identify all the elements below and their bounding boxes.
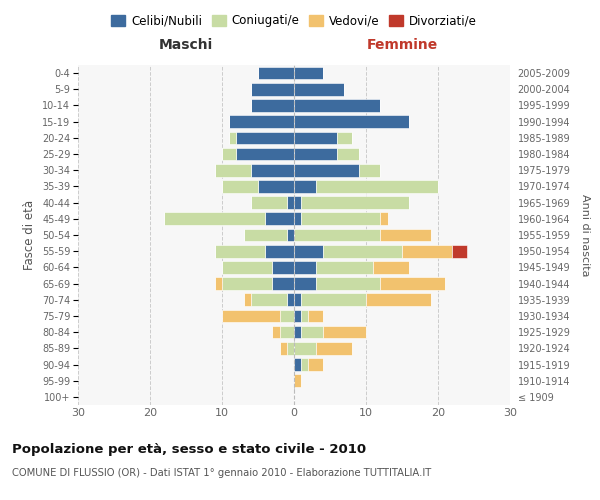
Bar (244, 294, 251, 306)
Bar (294, 148, 337, 160)
Bar (294, 99, 380, 112)
Bar (272, 261, 294, 274)
Bar (280, 310, 294, 322)
Bar (373, 261, 409, 274)
Bar (294, 132, 337, 144)
Bar (308, 358, 323, 371)
Bar (258, 180, 294, 192)
Y-axis label: Anni di nascita: Anni di nascita (580, 194, 590, 276)
Bar (236, 132, 294, 144)
Bar (222, 310, 280, 322)
Bar (215, 278, 222, 290)
Bar (337, 132, 352, 144)
Bar (294, 374, 301, 387)
Bar (222, 148, 236, 160)
Bar (222, 278, 272, 290)
Bar (452, 245, 467, 258)
Bar (287, 196, 294, 209)
Bar (366, 294, 431, 306)
Bar (294, 310, 301, 322)
Bar (301, 310, 308, 322)
Bar (294, 294, 301, 306)
Bar (294, 212, 301, 225)
Bar (301, 358, 308, 371)
Bar (316, 261, 373, 274)
Bar (215, 164, 251, 176)
Bar (294, 326, 301, 338)
Bar (323, 326, 366, 338)
Bar (316, 278, 380, 290)
Bar (251, 164, 294, 176)
Bar (229, 132, 236, 144)
Bar (222, 261, 272, 274)
Bar (294, 164, 359, 176)
Bar (294, 342, 316, 354)
Bar (229, 116, 294, 128)
Bar (294, 358, 301, 371)
Bar (222, 180, 258, 192)
Bar (380, 278, 445, 290)
Bar (294, 116, 409, 128)
Bar (337, 148, 359, 160)
Bar (280, 342, 287, 354)
Bar (294, 245, 323, 258)
Bar (251, 196, 287, 209)
Bar (287, 228, 294, 241)
Bar (280, 326, 294, 338)
Bar (287, 342, 294, 354)
Bar (380, 212, 388, 225)
Bar (258, 67, 294, 80)
Bar (251, 99, 294, 112)
Bar (215, 245, 265, 258)
Bar (301, 196, 409, 209)
Text: COMUNE DI FLUSSIO (OR) - Dati ISTAT 1° gennaio 2010 - Elaborazione TUTTITALIA.IT: COMUNE DI FLUSSIO (OR) - Dati ISTAT 1° g… (12, 468, 431, 478)
Bar (251, 83, 294, 96)
Bar (294, 196, 301, 209)
Bar (301, 326, 323, 338)
Text: Femmine: Femmine (367, 38, 437, 52)
Bar (244, 228, 287, 241)
Bar (265, 245, 294, 258)
Bar (294, 261, 316, 274)
Bar (294, 278, 316, 290)
Bar (265, 212, 294, 225)
Bar (294, 67, 323, 80)
Bar (287, 294, 294, 306)
Bar (301, 294, 366, 306)
Legend: Celibi/Nubili, Coniugati/e, Vedovi/e, Divorziati/e: Celibi/Nubili, Coniugati/e, Vedovi/e, Di… (106, 10, 482, 32)
Bar (272, 326, 280, 338)
Bar (272, 278, 294, 290)
Bar (251, 294, 287, 306)
Bar (380, 228, 431, 241)
Bar (294, 180, 316, 192)
Bar (402, 245, 452, 258)
Bar (294, 83, 344, 96)
Bar (316, 342, 352, 354)
Bar (316, 180, 438, 192)
Bar (323, 245, 402, 258)
Bar (294, 228, 380, 241)
Bar (236, 148, 294, 160)
Bar (164, 212, 265, 225)
Bar (359, 164, 380, 176)
Bar (308, 310, 323, 322)
Text: Maschi: Maschi (159, 38, 213, 52)
Y-axis label: Fasce di età: Fasce di età (23, 200, 37, 270)
Text: Popolazione per età, sesso e stato civile - 2010: Popolazione per età, sesso e stato civil… (12, 442, 366, 456)
Bar (301, 212, 380, 225)
